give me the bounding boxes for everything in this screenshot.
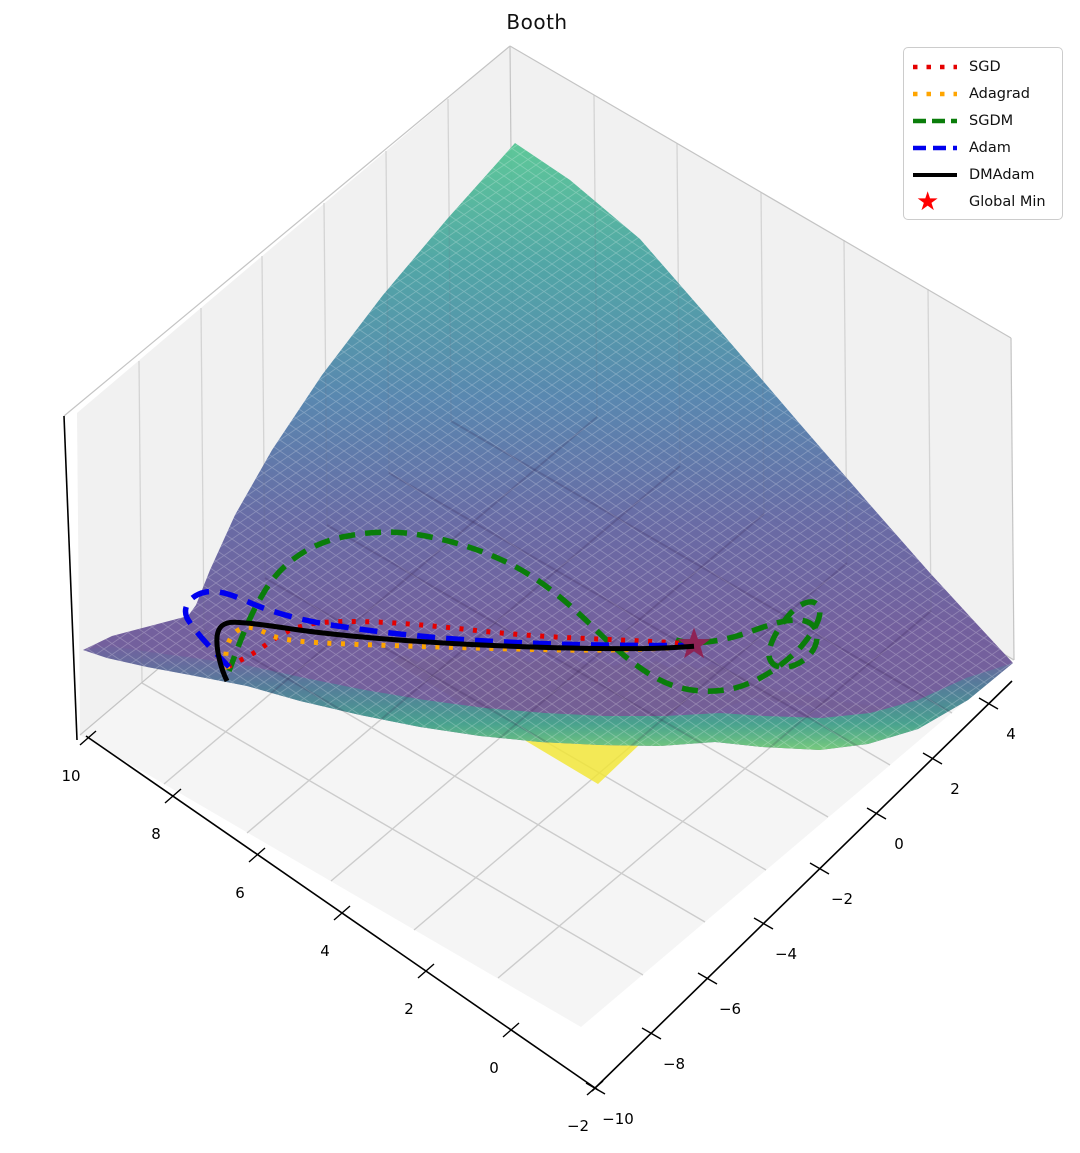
legend-entry-adam: Adam — [912, 134, 1054, 161]
y-axis-tick-labels-item: 10 — [61, 767, 80, 785]
x-axis-tick-labels: −10 −8 −6 −4 −2 0 2 4 — [602, 725, 1016, 1128]
legend-label: SGD — [969, 58, 1001, 75]
x-axis-tick-labels-item: −10 — [602, 1110, 634, 1128]
x-axis-tick-labels-item: 2 — [950, 780, 960, 798]
y-axis-tick-labels-item: 8 — [151, 825, 161, 843]
y-axis-tick-labels-item: 6 — [235, 884, 245, 902]
x-axis-tick-labels-item: 4 — [1006, 725, 1016, 743]
x-axis-tick-labels-item: −8 — [663, 1055, 685, 1073]
x-axis-tick-marks — [585, 697, 999, 1095]
legend-label: SGDM — [969, 112, 1014, 129]
trajectory-sgdm — [226, 529, 823, 694]
x-axis-tick-labels-item: −4 — [775, 945, 797, 963]
legend-label: DMAdam — [969, 166, 1035, 183]
y-axis-tick-labels-item: −2 — [567, 1117, 589, 1135]
y-axis-tick-labels: 10 8 6 4 2 0 −2 — [61, 767, 589, 1135]
line-style-icon — [912, 63, 958, 71]
trajectory-sgd — [226, 619, 694, 670]
legend-label: Global Min — [969, 193, 1046, 210]
trajectory-dmadam — [214, 619, 695, 683]
global-min-star — [677, 627, 711, 659]
legend-entry-global-min: ★ Global Min — [912, 188, 1054, 215]
legend: SGD Adagrad SGDM Adam DMAdam ★ Global Min — [903, 47, 1063, 220]
line-style-icon — [912, 90, 958, 98]
surface-mesh-overlay — [83, 143, 1013, 750]
legend-label: Adam — [969, 139, 1011, 156]
legend-entry-sgdm: SGDM — [912, 107, 1054, 134]
line-style-icon — [912, 171, 958, 179]
x-axis-tick-labels-item: −6 — [719, 1000, 741, 1018]
x-axis-tick-labels-item: −2 — [831, 890, 853, 908]
y-axis-tick-labels-item: 0 — [489, 1059, 499, 1077]
left-wall-pane — [77, 46, 513, 735]
trajectory-adam — [182, 588, 690, 669]
y-axis-tick-labels-item: 2 — [404, 1000, 414, 1018]
x-axis-tick-labels-item: 0 — [894, 835, 904, 853]
line-style-icon — [912, 117, 958, 125]
star-icon: ★ — [916, 186, 940, 217]
y-axis-tick-labels-item: 4 — [320, 942, 330, 960]
legend-entry-adagrad: Adagrad — [912, 80, 1054, 107]
chart-title: Booth — [506, 10, 568, 34]
legend-entry-sgd: SGD — [912, 53, 1054, 80]
y-axis-tick-marks — [79, 730, 604, 1096]
legend-label: Adagrad — [969, 85, 1031, 102]
line-style-icon — [912, 144, 958, 152]
star-icon: ★ — [912, 186, 958, 217]
legend-entry-dmadam: DMAdam — [912, 161, 1054, 188]
